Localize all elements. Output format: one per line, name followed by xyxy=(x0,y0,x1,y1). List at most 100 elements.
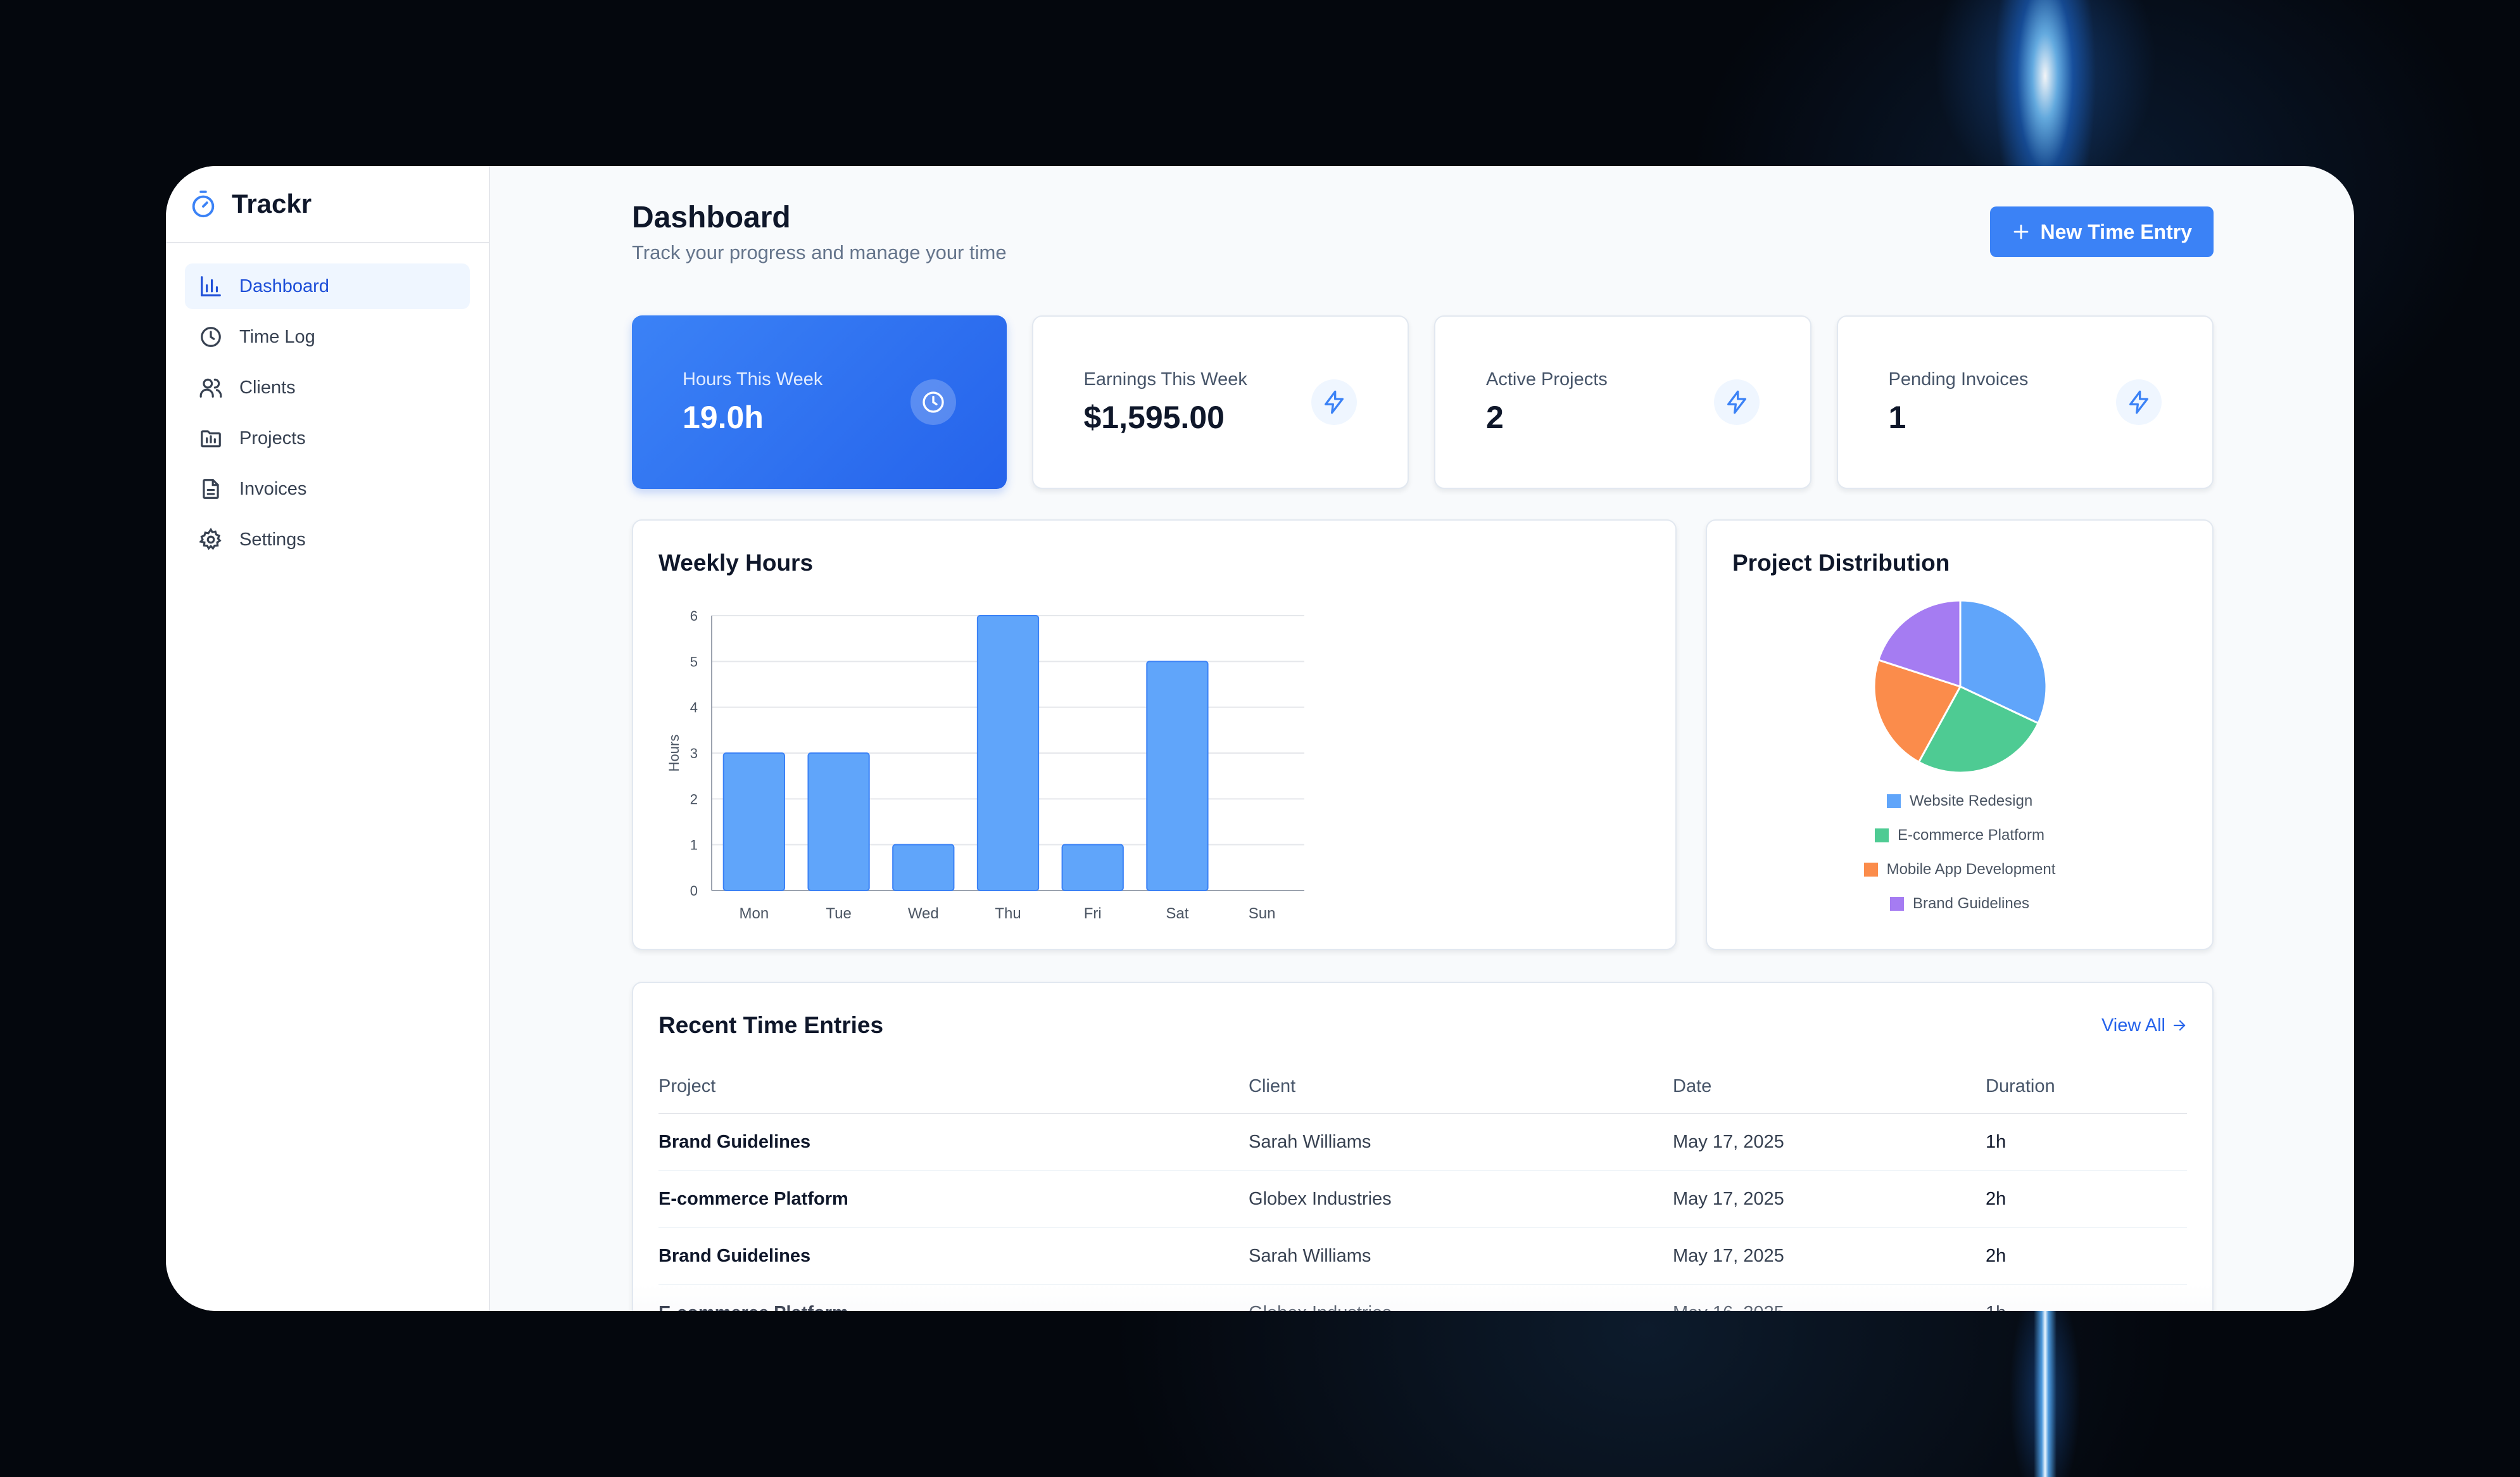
cell-duration: 2h xyxy=(1986,1227,2187,1285)
x-tick-label: Thu xyxy=(995,905,1021,922)
page-header: Dashboard Track your progress and manage… xyxy=(632,198,2214,315)
sidebar-item-label: Projects xyxy=(239,428,306,448)
pie-slice-website-redesign xyxy=(1959,599,2048,725)
users-icon xyxy=(199,378,222,398)
y-axis-label: Hours xyxy=(666,735,682,772)
y-tick-label: 0 xyxy=(690,883,698,899)
y-tick-label: 4 xyxy=(690,700,698,716)
y-tick-label: 5 xyxy=(690,654,698,669)
weekly-hours-card: Weekly Hours 0 1 2 3 4 5 6 Mon Tue Wed Thu Fri Sat Su… xyxy=(632,519,1677,950)
recent-time-entries-card: Recent Time Entries View All Project Cli… xyxy=(632,982,2214,1311)
cell-project: Brand Guidelines xyxy=(658,1227,1249,1285)
lightning-icon xyxy=(1727,390,1746,414)
stat-card-pending-invoices[interactable]: Pending Invoices 1 xyxy=(1836,315,2214,489)
legend-label: Brand Guidelines xyxy=(1912,895,2030,912)
stat-value: 2 xyxy=(1486,399,1504,435)
x-tick-label: Fri xyxy=(1084,905,1102,922)
sidebar-item-label: Clients xyxy=(239,377,296,398)
table-row[interactable]: E-commerce Platform Globex Industries Ma… xyxy=(658,1170,2187,1228)
cell-date: May 17, 2025 xyxy=(1673,1170,1986,1228)
stat-card-active-projects[interactable]: Active Projects 2 xyxy=(1434,315,1811,489)
clock-icon xyxy=(922,391,944,413)
stat-icon-wrap xyxy=(910,379,956,425)
table-header-row: Project Client Date Duration xyxy=(658,1060,2187,1114)
cell-date: May 17, 2025 xyxy=(1673,1227,1986,1285)
stat-value: 19.0h xyxy=(683,399,764,435)
sidebar: Trackr Dashboard Time Log Clients Projec… xyxy=(166,166,490,1311)
stat-value: 1 xyxy=(1888,399,1906,435)
stat-label: Pending Invoices xyxy=(1888,369,2029,390)
cell-project: Brand Guidelines xyxy=(658,1113,1249,1171)
time-entries-table: Project Client Date Duration Brand Guide… xyxy=(658,1060,2187,1311)
app-name: Trackr xyxy=(232,189,312,219)
legend-swatch xyxy=(1889,897,1904,911)
view-all-label: View All xyxy=(2101,1015,2165,1036)
stat-label: Active Projects xyxy=(1486,369,1608,390)
gear-icon xyxy=(199,528,222,550)
page-subtitle: Track your progress and manage your time xyxy=(632,241,1007,263)
column-header-project[interactable]: Project xyxy=(658,1060,1249,1114)
pie-legend: Website Redesign E-commerce Platform Mob… xyxy=(1707,792,2212,912)
bar-tue xyxy=(807,752,870,891)
x-tick-label: Sun xyxy=(1249,905,1276,922)
table-row[interactable]: Brand Guidelines Sarah Williams May 17, … xyxy=(658,1113,2187,1171)
light-beam-bottom xyxy=(2034,1311,2057,1477)
sidebar-item-dashboard[interactable]: Dashboard xyxy=(185,263,470,309)
project-distribution-title: Project Distribution xyxy=(1732,550,1950,576)
table-row[interactable]: E-commerce Platform Globex Industries Ma… xyxy=(658,1284,2187,1311)
bar-thu xyxy=(976,615,1040,891)
sidebar-item-label: Dashboard xyxy=(239,276,329,296)
bar-fri xyxy=(1061,844,1124,891)
new-time-entry-label: New Time Entry xyxy=(2040,220,2192,243)
stat-icon-wrap xyxy=(1713,379,1760,425)
legend-item: Mobile App Development xyxy=(1863,861,2055,878)
sidebar-nav: Dashboard Time Log Clients Projects Invo… xyxy=(166,243,489,583)
brand[interactable]: Trackr xyxy=(166,166,489,243)
recent-title: Recent Time Entries xyxy=(658,1012,884,1038)
y-tick-label: 6 xyxy=(690,608,698,624)
charts-row: Weekly Hours 0 1 2 3 4 5 6 Mon Tue Wed Thu Fri Sat Su… xyxy=(632,519,2214,950)
legend-item: Brand Guidelines xyxy=(1889,895,2030,912)
new-time-entry-button[interactable]: New Time Entry xyxy=(1989,206,2214,257)
pie-slice-brand-guidelines xyxy=(1877,599,1962,688)
column-header-duration[interactable]: Duration xyxy=(1986,1060,2187,1114)
column-header-client[interactable]: Client xyxy=(1249,1060,1673,1114)
table-row[interactable]: Brand Guidelines Sarah Williams May 17, … xyxy=(658,1227,2187,1285)
cell-client: Globex Industries xyxy=(1249,1284,1673,1311)
cell-client: Sarah Williams xyxy=(1249,1113,1673,1171)
sidebar-item-time-log[interactable]: Time Log xyxy=(185,314,470,360)
clock-icon xyxy=(201,327,221,347)
stopwatch-icon xyxy=(192,190,215,218)
bar-chart-icon xyxy=(201,276,221,296)
y-tick-label: 1 xyxy=(690,837,698,853)
pie-slice-mobile-app-development xyxy=(1873,659,1962,764)
sidebar-item-projects[interactable]: Projects xyxy=(185,415,470,461)
legend-item: E-commerce Platform xyxy=(1874,827,2044,844)
stat-label: Hours This Week xyxy=(683,369,823,390)
project-distribution-chart xyxy=(1873,599,2048,774)
stat-card-hours[interactable]: Hours This Week 19.0h xyxy=(632,315,1007,489)
bar-sat xyxy=(1146,661,1209,891)
main-content: Dashboard Track your progress and manage… xyxy=(490,166,2354,1311)
legend-swatch xyxy=(1886,794,1901,808)
cell-client: Sarah Williams xyxy=(1249,1227,1673,1285)
arrow-right-icon xyxy=(2173,1020,2186,1031)
legend-label: Website Redesign xyxy=(1909,792,2033,809)
x-tick-label: Sat xyxy=(1166,905,1188,922)
view-all-link[interactable]: View All xyxy=(2101,1015,2187,1036)
sidebar-item-settings[interactable]: Settings xyxy=(185,517,470,562)
legend-swatch xyxy=(1874,828,1889,842)
cell-client: Globex Industries xyxy=(1249,1170,1673,1228)
sidebar-item-label: Invoices xyxy=(239,478,307,499)
column-header-date[interactable]: Date xyxy=(1673,1060,1986,1114)
sidebar-item-invoices[interactable]: Invoices xyxy=(185,466,470,512)
stat-label: Earnings This Week xyxy=(1083,369,1247,390)
sidebar-item-clients[interactable]: Clients xyxy=(185,365,470,410)
cell-date: May 16, 2025 xyxy=(1673,1284,1986,1311)
page-title: Dashboard xyxy=(632,201,791,234)
plus-icon xyxy=(2013,224,2028,239)
stat-card-earnings[interactable]: Earnings This Week $1,595.00 xyxy=(1031,315,1409,489)
x-tick-label: Mon xyxy=(740,905,769,922)
cell-project: E-commerce Platform xyxy=(658,1170,1249,1228)
app-window: Trackr Dashboard Time Log Clients Projec… xyxy=(166,166,2354,1311)
